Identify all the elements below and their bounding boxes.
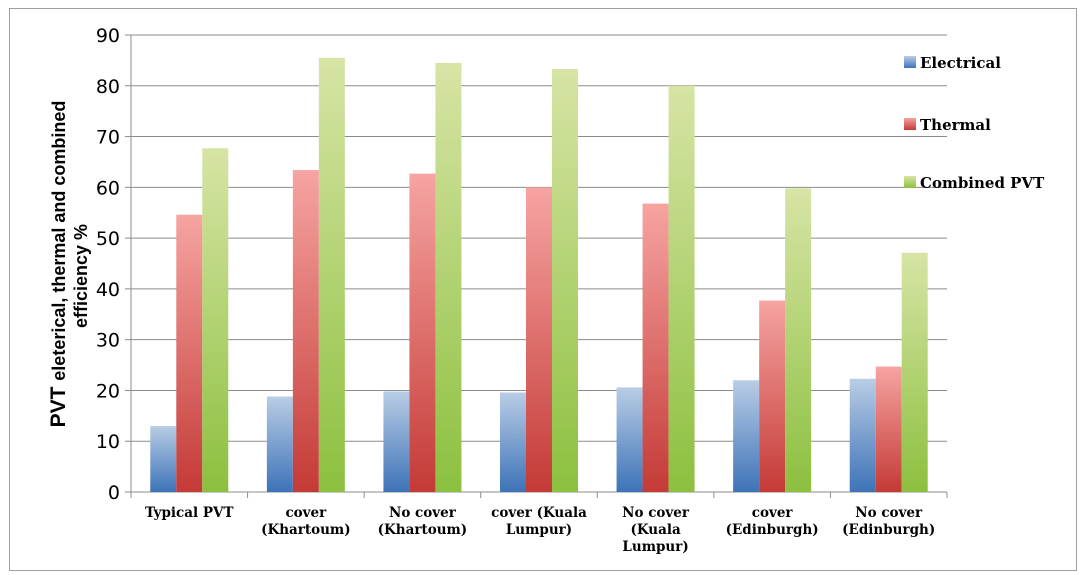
y-tick-label: 50 [96, 228, 120, 250]
y-tick-label: 20 [96, 380, 120, 402]
y-tick-label: 10 [96, 431, 120, 453]
bar-thermal [642, 203, 669, 493]
bar-combined-pvt [552, 69, 578, 492]
x-category-label: cover (Edinburgh) [726, 505, 819, 538]
bar-thermal [759, 300, 786, 492]
y-axis-title: PVT eleterical, thermal and combined [47, 101, 70, 428]
x-category-label: Typical PVT [145, 505, 233, 521]
bar-electrical [733, 380, 760, 492]
bar-combined-pvt [668, 85, 695, 493]
x-category-label: cover (Khartoum) [261, 505, 351, 538]
bar-thermal [875, 366, 902, 492]
bar-thermal [176, 214, 203, 492]
legend-swatch [904, 176, 916, 188]
y-axis-title-line2: efficiency % [71, 224, 91, 328]
x-category-label: No cover (Kuala Lumpur) [622, 505, 690, 555]
y-tick-label: 30 [96, 330, 120, 352]
x-category-label: cover (Kuala Lumpur) [491, 505, 587, 538]
bar-electrical [500, 392, 526, 492]
y-tick-label: 0 [108, 482, 120, 504]
x-category-label: No cover (Edinburgh) [842, 505, 935, 538]
y-tick-label: 90 [96, 25, 120, 47]
bar-combined-pvt [435, 62, 462, 493]
bar-thermal [526, 187, 552, 493]
legend-swatch [904, 56, 916, 68]
bar-electrical [849, 378, 876, 492]
bar-electrical [616, 387, 643, 492]
y-tick-label: 60 [96, 177, 120, 199]
legend-label: Thermal [920, 116, 991, 134]
bar-electrical [383, 391, 410, 492]
y-tick-label: 80 [96, 76, 120, 98]
bar-electrical [266, 396, 293, 492]
chart-frame: 0 10 20 30 40 50 60 70 80 90 Typical PVT cover (Khar… [9, 8, 1077, 571]
bar-electrical [150, 425, 177, 492]
legend-label: Electrical [920, 54, 1001, 72]
y-tick-label: 70 [96, 127, 120, 149]
bar-combined-pvt [202, 148, 229, 493]
bar-chart: 0 10 20 30 40 50 60 70 80 90 Typical PVT cover (Khar… [47, 25, 1045, 555]
bar-combined-pvt [785, 188, 812, 493]
bar-combined-pvt [318, 57, 345, 492]
bar-combined-pvt [901, 252, 928, 492]
legend-swatch [904, 118, 916, 130]
bar-thermal [409, 173, 436, 492]
bar-thermal [292, 170, 319, 492]
x-category-label: No cover (Khartoum) [378, 505, 468, 538]
legend-label: Combined PVT [920, 174, 1045, 192]
y-tick-label: 40 [96, 279, 120, 301]
